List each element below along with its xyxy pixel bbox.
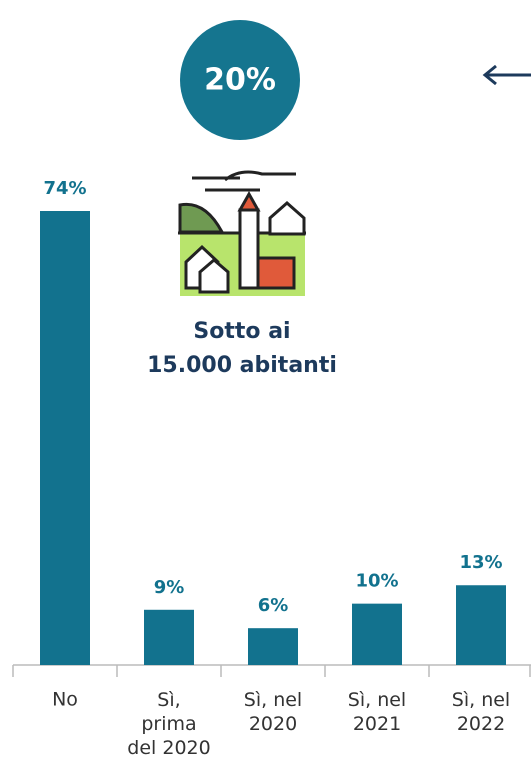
village-icon [178, 170, 306, 296]
value-label: 6% [258, 595, 289, 616]
x-tick-label-line: 2022 [457, 713, 505, 735]
bar [352, 603, 402, 665]
x-tick-label: Sì, nel 2022 [452, 689, 510, 735]
bar [456, 585, 506, 665]
x-tick-label-line: Sì, nel [244, 689, 302, 711]
value-label: 10% [355, 571, 398, 592]
x-tick-label: No [52, 689, 78, 711]
badge-text: 20% [204, 63, 276, 98]
badge-circle [180, 20, 300, 140]
x-tick-label-line: del 2020 [127, 737, 210, 759]
x-tick-label-line: 2020 [249, 713, 297, 735]
x-tick-label-line: Sì, nel [452, 689, 510, 711]
annotation-line: 15.000 abitanti [147, 353, 337, 378]
bar [144, 609, 194, 665]
arrow [482, 64, 531, 86]
x-tick-label: Sì, nel 2021 [348, 689, 406, 735]
x-tick-label: Sì, nel 2020 [244, 689, 302, 735]
x-tick-label-line: prima [141, 713, 196, 735]
annotation-line: Sotto ai [193, 319, 290, 344]
value-label: 74% [43, 178, 86, 199]
x-tick-label-line: Sì, nel [348, 689, 406, 711]
x-tick-label-line: 2021 [353, 713, 401, 735]
x-tick-label: Sì, prima del 2020 [127, 689, 210, 759]
bar [40, 211, 90, 665]
value-label: 13% [459, 552, 502, 573]
x-tick-label-line: Sì, [157, 689, 180, 711]
bar [248, 628, 298, 665]
value-label: 9% [154, 577, 185, 598]
